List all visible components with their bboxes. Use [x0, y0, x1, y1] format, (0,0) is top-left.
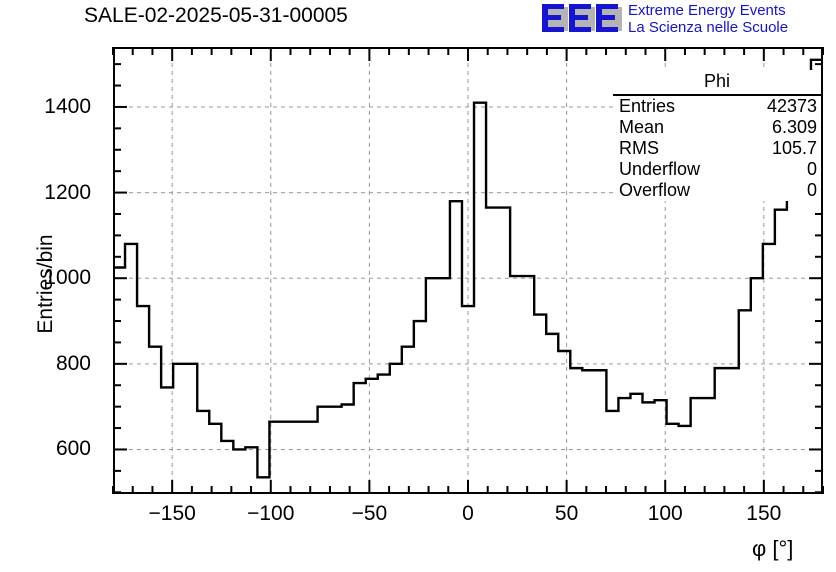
stats-row-value: 42373	[766, 96, 817, 116]
plot-frame	[113, 47, 823, 494]
stats-row: Underflow 0	[613, 159, 821, 180]
y-axis-title: Entries/bin	[34, 234, 57, 334]
stats-row-label: Underflow	[619, 159, 701, 179]
stats-row: Entries 42373	[613, 96, 821, 117]
stats-row-value: 0	[806, 159, 817, 179]
eee-logo-mark	[542, 4, 622, 32]
eee-logo-line1: Extreme Energy Events	[628, 2, 786, 19]
eee-logo-text: Extreme Energy Events La Scienza nelle S…	[628, 2, 788, 36]
stats-row: RMS 105.7	[613, 138, 821, 159]
stats-row-label: RMS	[619, 138, 659, 158]
x-axis-tick-label: 100	[647, 502, 683, 525]
stats-row-label: Overflow	[619, 180, 691, 200]
x-axis-title: φ [°]	[752, 536, 794, 561]
eee-logo-line2: La Scienza nelle Scuole	[628, 19, 789, 36]
y-axis-tick-label: 1400	[44, 94, 91, 118]
x-axis-tick-label: 150	[746, 502, 782, 525]
x-axis-tick-label: 50	[554, 502, 579, 525]
histogram-curve	[113, 58, 823, 479]
stats-row-label: Entries	[619, 96, 676, 116]
eee-logo: Extreme Energy Events La Scienza nelle S…	[540, 2, 832, 38]
stats-row: Mean 6.309	[613, 117, 821, 138]
stats-row: Overflow 0	[613, 180, 821, 201]
y-axis-tick-label: 1000	[44, 266, 91, 290]
page-title: SALE-02-2025-05-31-00005	[84, 4, 348, 27]
stats-title: Phi	[613, 70, 821, 96]
x-axis-tick-label: −100	[247, 502, 295, 525]
stats-row-value: 6.309	[771, 117, 817, 137]
y-axis-tick-label: 800	[55, 351, 91, 375]
stats-box: Phi Entries 42373 Mean 6.309 RMS 105.7 Underfl…	[613, 70, 821, 201]
histogram-step-line	[113, 58, 823, 479]
stats-row-value: 0	[806, 180, 817, 200]
stats-rows: Entries 42373 Mean 6.309 RMS 105.7 Underflow 0 O…	[613, 96, 821, 201]
x-axis-tick-label: −150	[148, 502, 196, 525]
stats-row-value: 105.7	[771, 138, 817, 158]
x-axis-tick-label: 0	[462, 502, 474, 525]
y-axis-tick-label: 1200	[44, 180, 91, 204]
y-axis-tick-label: 600	[55, 437, 91, 461]
stats-row-label: Mean	[619, 117, 665, 137]
x-axis-tick-label: −50	[351, 502, 388, 525]
